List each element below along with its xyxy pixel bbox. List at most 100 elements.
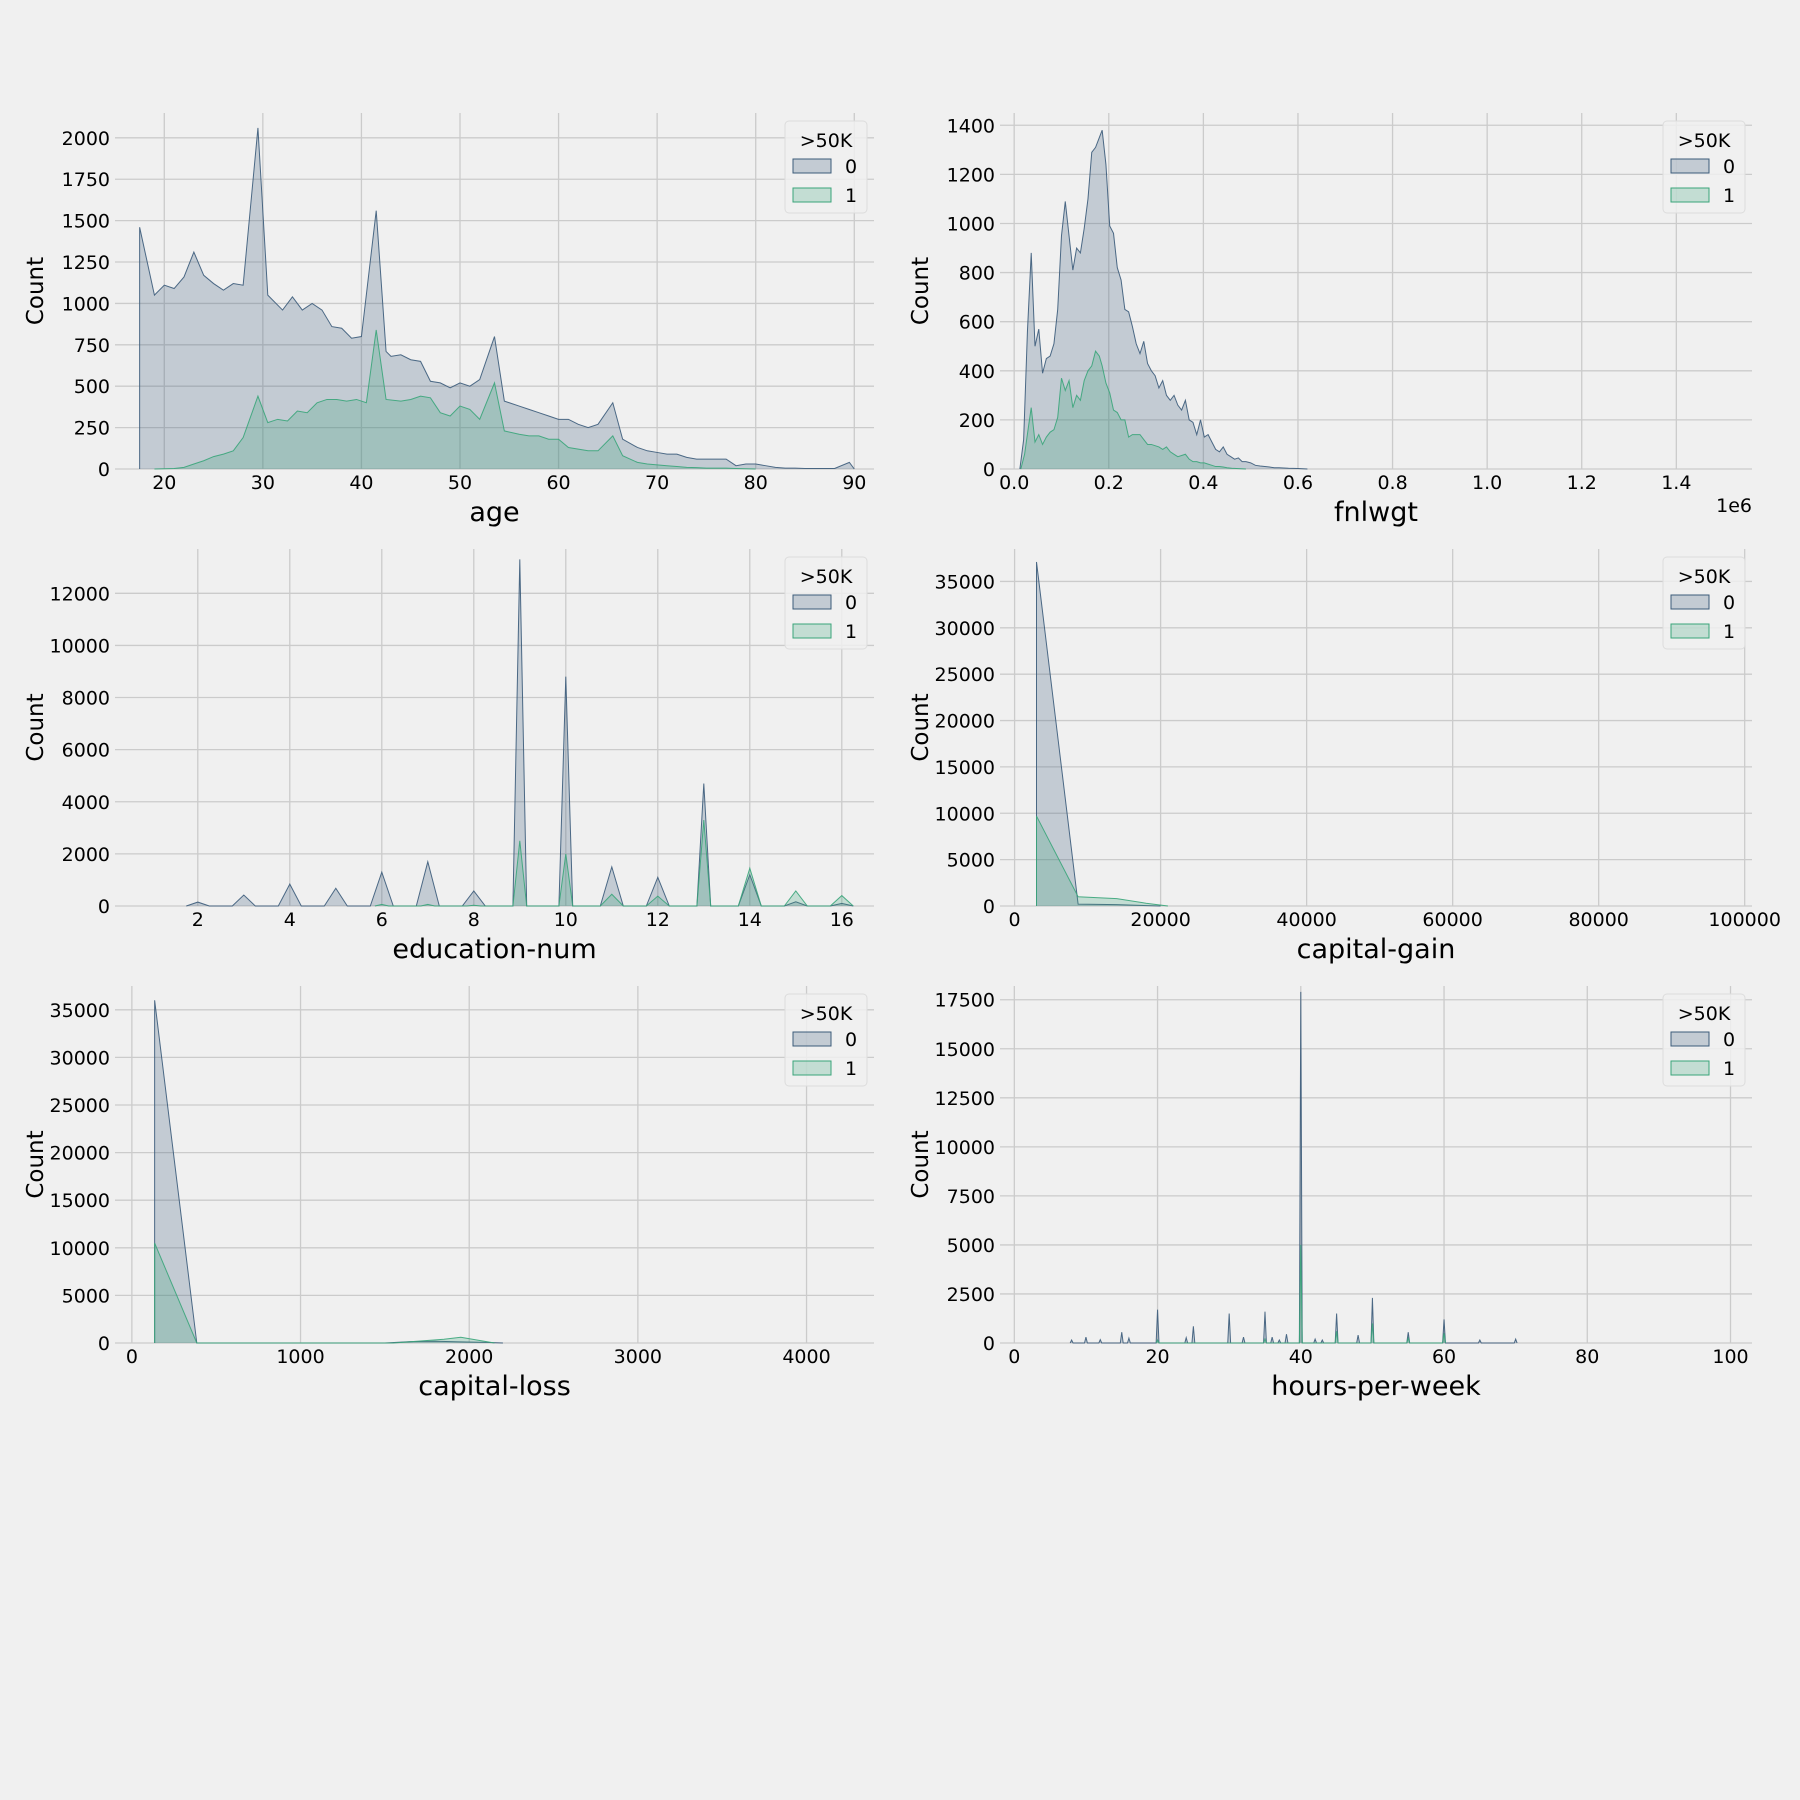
legend-title: >50K bbox=[1678, 566, 1731, 588]
x-tick-label: 20 bbox=[1145, 1346, 1169, 1368]
legend-label-1: 1 bbox=[1723, 621, 1735, 643]
series-area-1 bbox=[1020, 351, 1246, 469]
legend-box bbox=[784, 120, 868, 214]
x-tick-label: 1000 bbox=[276, 1346, 324, 1368]
series-line-0 bbox=[139, 127, 855, 470]
legend-title: >50K bbox=[800, 1003, 853, 1025]
y-tick-label: 1400 bbox=[947, 115, 995, 137]
legend-swatch-1 bbox=[1670, 623, 1710, 639]
x-tick-label: 10 bbox=[554, 909, 578, 931]
legend: >50K 0 1 bbox=[784, 993, 868, 1087]
y-tick-label: 0 bbox=[98, 459, 110, 481]
y-tick-label: 7500 bbox=[947, 1186, 995, 1208]
legend-swatch-1 bbox=[792, 187, 832, 203]
y-tick-label: 1750 bbox=[62, 169, 110, 191]
legend-swatch-0 bbox=[792, 1031, 832, 1047]
legend-label-0: 0 bbox=[1723, 592, 1735, 614]
y-tick-label: 400 bbox=[959, 361, 995, 383]
y-tick-label: 5000 bbox=[947, 850, 995, 872]
y-tick-label: 750 bbox=[74, 335, 110, 357]
y-tick-label: 0 bbox=[983, 1333, 995, 1355]
legend: >50K 0 1 bbox=[784, 120, 868, 214]
y-tick-label: 35000 bbox=[935, 571, 995, 593]
y-tick-label: 250 bbox=[74, 418, 110, 440]
x-tick-label: 90 bbox=[842, 472, 866, 494]
y-tick-label: 1200 bbox=[947, 164, 995, 186]
series-line-1 bbox=[1155, 1244, 1446, 1344]
legend-swatch-1 bbox=[792, 623, 832, 639]
x-tick-label: 40 bbox=[1289, 1346, 1313, 1368]
x-tick-label: 14 bbox=[738, 909, 762, 931]
y-tick-label: 25000 bbox=[935, 664, 995, 686]
y-tick-label: 0 bbox=[98, 1333, 110, 1355]
x-tick-label: 4000 bbox=[782, 1346, 830, 1368]
y-tick-label: 2000 bbox=[62, 844, 110, 866]
legend-swatch-0 bbox=[792, 594, 832, 610]
x-axis-label: hours-per-week bbox=[1271, 1371, 1481, 1402]
x-tick-label: 3000 bbox=[614, 1346, 662, 1368]
x-tick-label: 60 bbox=[1432, 1346, 1456, 1368]
y-tick-label: 1250 bbox=[62, 252, 110, 274]
series-line-1 bbox=[1036, 815, 1168, 907]
legend-label-0: 0 bbox=[1723, 1029, 1735, 1051]
x-axis-label: capital-gain bbox=[1297, 934, 1456, 965]
legend-label-1: 1 bbox=[845, 185, 857, 207]
series-line-0 bbox=[1019, 130, 1308, 470]
y-tick-label: 20000 bbox=[50, 1143, 110, 1165]
x-tick-label: 0 bbox=[1008, 1346, 1020, 1368]
x-axis-label: education-num bbox=[392, 934, 596, 965]
y-tick-label: 600 bbox=[959, 312, 995, 334]
x-tick-label: 0.4 bbox=[1188, 472, 1218, 494]
y-tick-label: 6000 bbox=[62, 740, 110, 762]
y-tick-label: 10000 bbox=[50, 635, 110, 657]
legend-box bbox=[784, 993, 868, 1087]
y-tick-label: 0 bbox=[983, 459, 995, 481]
y-tick-label: 15000 bbox=[935, 757, 995, 779]
y-tick-label: 800 bbox=[959, 263, 995, 285]
series-area-1 bbox=[154, 1243, 495, 1343]
legend-title: >50K bbox=[800, 130, 853, 152]
y-tick-label: 10000 bbox=[50, 1238, 110, 1260]
y-axis-label: Count bbox=[23, 257, 49, 325]
legend: >50K 0 1 bbox=[1662, 556, 1746, 650]
x-tick-label: 100 bbox=[1712, 1346, 1748, 1368]
y-tick-label: 17500 bbox=[935, 990, 995, 1012]
series-area-1 bbox=[154, 329, 756, 469]
y-tick-label: 8000 bbox=[62, 688, 110, 710]
y-tick-label: 1000 bbox=[947, 213, 995, 235]
x-tick-label: 4 bbox=[284, 909, 296, 931]
x-tick-label: 80 bbox=[1575, 1346, 1599, 1368]
legend-label-0: 0 bbox=[1723, 156, 1735, 178]
legend-box bbox=[784, 556, 868, 650]
y-tick-label: 20000 bbox=[935, 711, 995, 733]
legend-label-1: 1 bbox=[845, 621, 857, 643]
legend-label-0: 0 bbox=[845, 156, 857, 178]
series-area-1 bbox=[1036, 816, 1168, 906]
y-tick-label: 12500 bbox=[935, 1088, 995, 1110]
x-tick-label: 2000 bbox=[445, 1346, 493, 1368]
y-tick-label: 4000 bbox=[62, 792, 110, 814]
x-tick-label: 60 bbox=[546, 472, 570, 494]
legend-label-1: 1 bbox=[1723, 185, 1735, 207]
series-line-1 bbox=[154, 1242, 495, 1344]
legend-box bbox=[1662, 993, 1746, 1087]
x-tick-label: 20 bbox=[152, 472, 176, 494]
y-tick-label: 2500 bbox=[947, 1284, 995, 1306]
y-tick-label: 5000 bbox=[947, 1235, 995, 1257]
series-line-1 bbox=[1020, 350, 1246, 470]
x-tick-label: 0 bbox=[1009, 909, 1021, 931]
y-tick-label: 15000 bbox=[50, 1190, 110, 1212]
x-tick-label: 0.8 bbox=[1377, 472, 1407, 494]
x-tick-label: 0 bbox=[126, 1346, 138, 1368]
x-tick-label: 6 bbox=[376, 909, 388, 931]
x-tick-label: 80000 bbox=[1568, 909, 1628, 931]
x-tick-label: 60000 bbox=[1422, 909, 1482, 931]
legend-swatch-0 bbox=[1670, 158, 1710, 174]
legend-title: >50K bbox=[1678, 130, 1731, 152]
x-tick-label: 40 bbox=[349, 472, 373, 494]
y-tick-label: 10000 bbox=[935, 1137, 995, 1159]
legend: >50K 0 1 bbox=[784, 556, 868, 650]
